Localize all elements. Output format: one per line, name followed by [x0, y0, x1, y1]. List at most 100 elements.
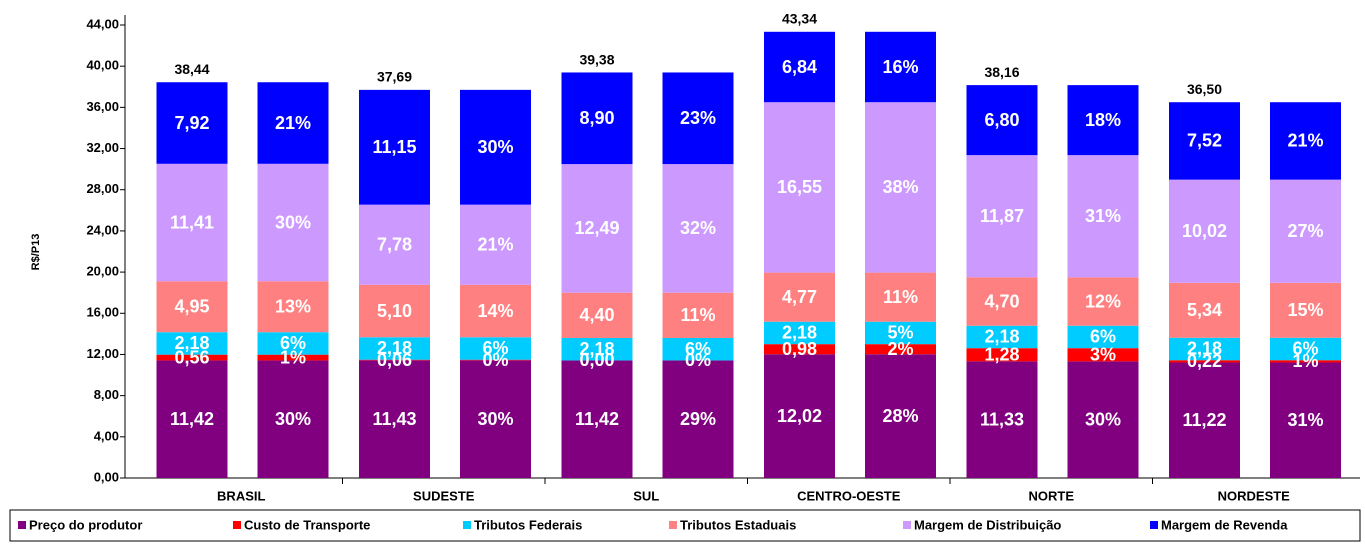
bar-segment — [561, 292, 633, 338]
x-tick-label: SUL — [633, 488, 659, 503]
bar-segment — [764, 31, 835, 103]
bar-segment — [764, 272, 835, 322]
percent-label: 30% — [275, 409, 311, 429]
percent-label: 27% — [1287, 221, 1323, 241]
legend-label: Margem de Distribuição — [914, 517, 1061, 532]
bar-segment — [156, 332, 228, 355]
percent-label: 30% — [477, 137, 513, 157]
percent-label: 21% — [1287, 131, 1323, 151]
bar-segment — [1169, 337, 1240, 361]
value-label: 2,18 — [377, 338, 412, 358]
bar-segment — [156, 82, 228, 164]
percent-bar-segment — [662, 72, 734, 165]
percent-bar-segment — [257, 82, 329, 164]
percent-label: 6% — [280, 333, 306, 353]
total-label: 39,38 — [579, 51, 614, 67]
bar-segment — [1169, 360, 1240, 363]
percent-label: 2% — [887, 339, 913, 359]
bar-segment — [359, 337, 430, 360]
percent-label: 23% — [680, 108, 716, 128]
percent-label: 6% — [1292, 339, 1318, 359]
percent-label: 31% — [1287, 410, 1323, 430]
total-label: 43,34 — [782, 10, 817, 26]
value-label: 2,18 — [174, 333, 209, 353]
percent-bar-segment — [257, 360, 329, 478]
value-label: 7,78 — [377, 234, 412, 254]
legend-swatch — [669, 521, 677, 529]
percent-bar-segment — [460, 337, 531, 360]
percent-bar-segment — [1270, 337, 1341, 361]
percent-label: 31% — [1085, 206, 1121, 226]
y-tick-label: 20,00 — [86, 264, 119, 279]
y-tick-label: 4,00 — [94, 428, 119, 443]
bar-segment — [156, 281, 228, 333]
bar-segment — [1169, 102, 1240, 180]
percent-bar-segment — [865, 354, 936, 478]
percent-bar-segment — [1270, 179, 1341, 283]
value-label: 12,02 — [777, 406, 822, 426]
percent-bar-segment — [865, 102, 936, 273]
total-label: 38,44 — [174, 61, 209, 77]
bar-segment — [156, 163, 228, 282]
percent-label: 6% — [482, 338, 508, 358]
bar-segment — [1169, 179, 1240, 283]
bar-segment — [1169, 362, 1240, 478]
value-label: 0,98 — [782, 339, 817, 359]
legend-swatch — [18, 521, 26, 529]
legend-label: Tributos Federais — [474, 517, 582, 532]
total-label: 37,69 — [377, 69, 412, 85]
y-tick-label: 36,00 — [86, 99, 119, 114]
legend-label: Tributos Estaduais — [680, 517, 796, 532]
percent-label: 12% — [1085, 291, 1121, 311]
value-label: 11,42 — [575, 409, 619, 429]
value-label: 2,18 — [782, 323, 817, 343]
legend-swatch — [903, 521, 911, 529]
y-axis-label: R$/P13 — [30, 234, 42, 271]
value-label: 6,84 — [782, 57, 817, 77]
value-label: 4,95 — [174, 296, 209, 316]
percent-bar-segment — [257, 281, 329, 333]
bar-segment — [359, 284, 430, 338]
total-label: 38,16 — [984, 64, 1019, 80]
y-tick-label: 12,00 — [86, 346, 119, 361]
percent-bar-segment — [460, 359, 531, 361]
percent-bar-segment — [1067, 348, 1139, 362]
percent-bar-segment — [1067, 277, 1139, 326]
value-label: 7,92 — [174, 113, 209, 133]
percent-label: 5% — [887, 323, 913, 343]
y-tick-label: 40,00 — [86, 58, 119, 73]
percent-bar-segment — [1067, 85, 1139, 156]
value-label: 4,77 — [782, 287, 817, 307]
percent-label: 32% — [680, 218, 716, 238]
percent-label: 38% — [882, 177, 918, 197]
value-label: 1,28 — [984, 345, 1019, 365]
percent-bar-segment — [1067, 325, 1139, 349]
percent-bar-segment — [865, 272, 936, 322]
y-tick-label: 32,00 — [86, 140, 119, 155]
bar-segment — [764, 102, 835, 273]
percent-label: 30% — [1085, 409, 1121, 429]
bar-segment — [561, 360, 633, 478]
percent-label: 1% — [1292, 351, 1318, 371]
value-label: 0,06 — [377, 350, 412, 370]
legend-swatch — [463, 521, 471, 529]
value-label: 6,80 — [984, 110, 1019, 130]
bar-segment — [561, 164, 633, 293]
legend-swatch — [1150, 521, 1158, 529]
value-label: 7,52 — [1187, 131, 1222, 151]
x-tick-label: SUDESTE — [413, 488, 475, 503]
value-label: 11,15 — [372, 137, 416, 157]
value-label: 0,00 — [579, 350, 614, 370]
bar-segment — [966, 361, 1038, 478]
y-tick-label: 28,00 — [86, 181, 119, 196]
bar-segment — [966, 155, 1038, 278]
value-label: 11,41 — [170, 212, 214, 232]
legend-label: Custo de Transporte — [244, 517, 370, 532]
legend-label: Preço do produtor — [29, 517, 142, 532]
percent-label: 1% — [280, 347, 306, 367]
percent-label: 30% — [275, 212, 311, 232]
value-label: 5,34 — [1187, 300, 1222, 320]
bar-segment — [359, 359, 430, 361]
percent-bar-segment — [1067, 361, 1139, 478]
x-tick-label: NORTE — [1029, 488, 1075, 503]
